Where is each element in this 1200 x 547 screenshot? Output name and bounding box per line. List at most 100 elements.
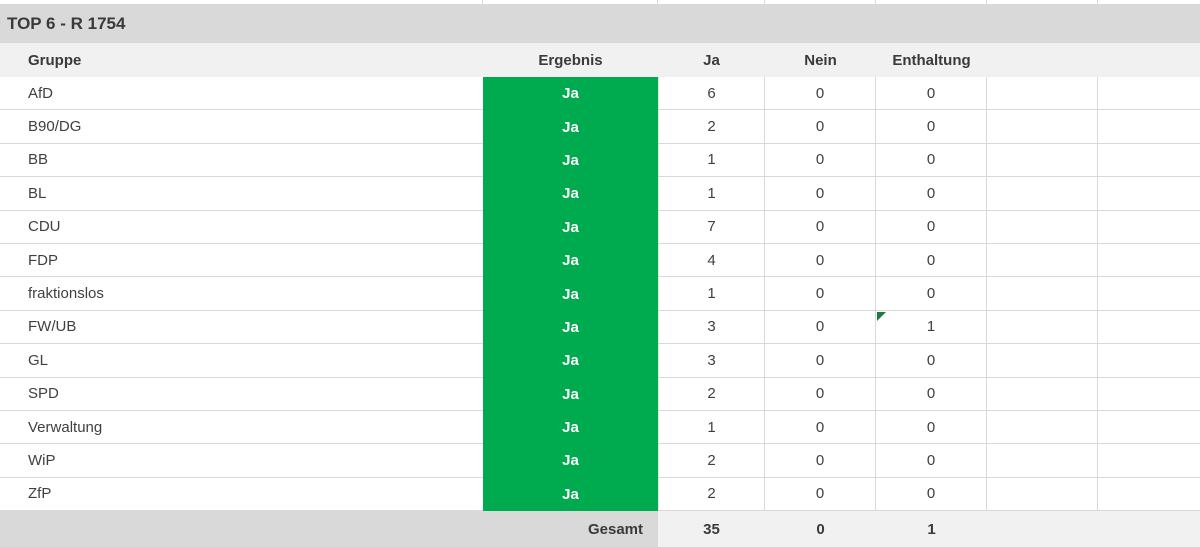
enthaltung-count-cell[interactable]: 1 — [876, 310, 987, 345]
ja-count-cell[interactable]: 1 — [658, 410, 765, 445]
ja-count-cell[interactable]: 1 — [658, 277, 765, 311]
enthaltung-count-cell[interactable]: 0 — [876, 377, 987, 411]
ja-count-cell[interactable]: 2 — [658, 377, 765, 411]
enthaltung-count-cell[interactable]: 0 — [876, 477, 987, 512]
enthaltung-count-cell[interactable]: 0 — [876, 177, 987, 211]
nein-count-cell[interactable]: 0 — [765, 210, 876, 244]
gruppe-cell[interactable]: fraktionslos — [0, 277, 483, 311]
ja-count-cell[interactable]: 3 — [658, 344, 765, 378]
nein-count-cell[interactable]: 0 — [765, 243, 876, 278]
gruppe-cell[interactable]: CDU — [0, 211, 483, 244]
ergebnis-cell[interactable]: Ja — [483, 210, 658, 244]
enthaltung-count-cell[interactable]: 0 — [876, 210, 987, 244]
total-empty-cell[interactable] — [987, 511, 1098, 547]
nein-count-cell[interactable]: 0 — [765, 377, 876, 411]
ja-count-cell[interactable]: 1 — [658, 143, 765, 178]
empty-cell[interactable] — [1098, 211, 1200, 244]
enthaltung-count-cell[interactable]: 0 — [876, 143, 987, 178]
empty-cell[interactable] — [1098, 144, 1200, 178]
gruppe-cell[interactable]: AfD — [0, 77, 483, 111]
empty-cell[interactable] — [987, 277, 1098, 311]
column-header-nein[interactable]: Nein — [804, 51, 837, 69]
nein-count-cell[interactable]: 0 — [765, 77, 876, 111]
gruppe-cell[interactable]: GL — [0, 344, 483, 378]
column-header-ja[interactable]: Ja — [703, 51, 720, 69]
empty-cell[interactable] — [1098, 311, 1200, 345]
empty-cell[interactable] — [987, 344, 1098, 378]
ergebnis-cell[interactable]: Ja — [483, 410, 658, 445]
ergebnis-cell[interactable]: Ja — [483, 143, 658, 178]
empty-cell[interactable] — [987, 444, 1098, 478]
gruppe-cell[interactable]: WiP — [0, 444, 483, 478]
ergebnis-cell[interactable]: Ja — [483, 110, 658, 144]
ja-count-cell[interactable]: 2 — [658, 477, 765, 512]
ergebnis-cell[interactable]: Ja — [483, 310, 658, 345]
ergebnis-cell[interactable]: Ja — [483, 377, 658, 411]
ja-count-cell[interactable]: 6 — [658, 77, 765, 111]
column-header-gruppe[interactable]: Gruppe — [28, 51, 82, 69]
gruppe-cell[interactable]: BL — [0, 177, 483, 211]
nein-count-cell[interactable]: 0 — [765, 344, 876, 378]
gruppe-cell[interactable]: SPD — [0, 378, 483, 411]
nein-count-cell[interactable]: 0 — [765, 143, 876, 178]
enthaltung-count-cell[interactable]: 0 — [876, 344, 987, 378]
enthaltung-count-cell[interactable]: 0 — [876, 277, 987, 311]
gruppe-cell[interactable]: Verwaltung — [0, 411, 483, 445]
total-nein-cell[interactable]: 0 — [816, 520, 825, 538]
ergebnis-cell[interactable]: Ja — [483, 344, 658, 378]
enthaltung-count-cell[interactable]: 0 — [876, 77, 987, 111]
nein-count-cell[interactable]: 0 — [765, 110, 876, 144]
empty-cell[interactable] — [1098, 411, 1200, 445]
column-header-enthaltung[interactable]: Enthaltung — [892, 51, 971, 69]
total-empty-cell[interactable] — [1098, 511, 1200, 547]
gruppe-cell[interactable]: FW/UB — [0, 311, 483, 345]
empty-cell[interactable] — [987, 110, 1098, 144]
empty-cell[interactable] — [987, 410, 1098, 445]
empty-cell[interactable] — [987, 377, 1098, 411]
nein-count-cell[interactable]: 0 — [765, 310, 876, 345]
empty-cell[interactable] — [987, 243, 1098, 278]
gruppe-cell[interactable]: B90/DG — [0, 110, 483, 144]
empty-cell[interactable] — [987, 210, 1098, 244]
column-header-empty[interactable] — [1098, 43, 1200, 77]
empty-cell[interactable] — [1098, 244, 1200, 278]
ja-count-cell[interactable]: 3 — [658, 310, 765, 345]
empty-cell[interactable] — [1098, 378, 1200, 411]
ja-count-cell[interactable]: 4 — [658, 243, 765, 278]
enthaltung-count-cell[interactable]: 0 — [876, 444, 987, 478]
enthaltung-count-cell[interactable]: 0 — [876, 243, 987, 278]
ja-count-cell[interactable]: 2 — [658, 110, 765, 144]
empty-cell[interactable] — [1098, 177, 1200, 211]
empty-cell[interactable] — [1098, 110, 1200, 144]
total-ja-cell[interactable]: 35 — [703, 520, 720, 538]
column-header-empty[interactable] — [987, 43, 1098, 77]
total-label-cell[interactable]: Gesamt — [0, 511, 658, 547]
empty-cell[interactable] — [1098, 444, 1200, 478]
ergebnis-cell[interactable]: Ja — [483, 444, 658, 478]
ja-count-cell[interactable]: 2 — [658, 444, 765, 478]
enthaltung-count-cell[interactable]: 0 — [876, 410, 987, 445]
gruppe-cell[interactable]: FDP — [0, 244, 483, 278]
ergebnis-cell[interactable]: Ja — [483, 477, 658, 512]
nein-count-cell[interactable]: 0 — [765, 444, 876, 478]
ergebnis-cell[interactable]: Ja — [483, 277, 658, 311]
empty-cell[interactable] — [1098, 77, 1200, 111]
nein-count-cell[interactable]: 0 — [765, 410, 876, 445]
nein-count-cell[interactable]: 0 — [765, 277, 876, 311]
nein-count-cell[interactable]: 0 — [765, 477, 876, 512]
empty-cell[interactable] — [987, 143, 1098, 178]
title-bar[interactable]: TOP 6 - R 1754 — [0, 4, 1200, 43]
ergebnis-cell[interactable]: Ja — [483, 243, 658, 278]
total-enthaltung-cell[interactable]: 1 — [927, 520, 936, 538]
empty-cell[interactable] — [1098, 478, 1200, 512]
ja-count-cell[interactable]: 1 — [658, 177, 765, 211]
empty-cell[interactable] — [1098, 344, 1200, 378]
gruppe-cell[interactable]: BB — [0, 144, 483, 178]
ja-count-cell[interactable]: 7 — [658, 210, 765, 244]
ergebnis-cell[interactable]: Ja — [483, 177, 658, 211]
empty-cell[interactable] — [987, 310, 1098, 345]
column-header-ergebnis[interactable]: Ergebnis — [538, 51, 603, 69]
ergebnis-cell[interactable]: Ja — [483, 77, 658, 111]
enthaltung-count-cell[interactable]: 0 — [876, 110, 987, 144]
nein-count-cell[interactable]: 0 — [765, 177, 876, 211]
